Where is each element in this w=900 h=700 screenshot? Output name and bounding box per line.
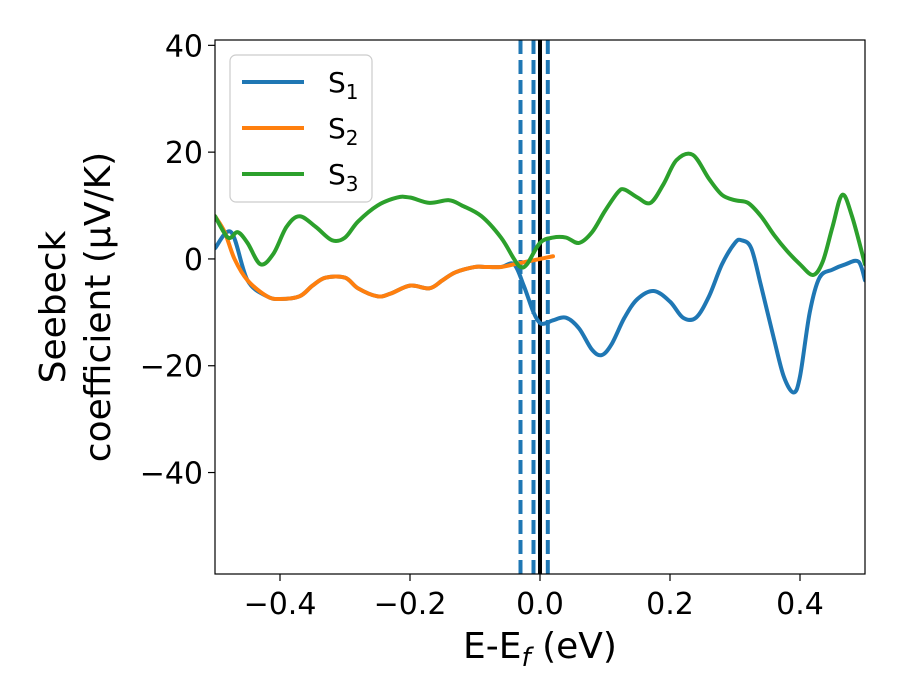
- y-tick-label: 40: [165, 29, 203, 64]
- series-group: [215, 151, 865, 395]
- x-tick-label: −0.2: [374, 587, 447, 622]
- legend-label-S3: S3: [328, 158, 359, 196]
- y-tick-label: −40: [140, 457, 203, 492]
- x-axis-label-main: E-E: [463, 626, 521, 667]
- y-tick-label: −20: [140, 350, 203, 385]
- legend-label-S1: S1: [328, 66, 359, 104]
- x-axis: −0.4 −0.2 0.0 0.2 0.4: [244, 574, 824, 622]
- y-tick-label: 20: [165, 136, 203, 171]
- y-axis-label: Seebeck coefficient (μV/K): [33, 152, 119, 462]
- x-tick-label: −0.4: [244, 587, 317, 622]
- x-tick-label: 0.0: [516, 587, 564, 622]
- y-axis-label-line2: coefficient (μV/K): [78, 152, 119, 462]
- series-line-S3: [215, 151, 865, 277]
- x-axis-label-unit: (eV): [531, 626, 617, 667]
- y-axis: 40 20 0 −20 −40: [140, 29, 215, 492]
- legend: S1 S2 S3: [229, 54, 373, 203]
- x-axis-label: E-Ef (eV): [463, 626, 617, 673]
- y-axis-label-line1: Seebeck: [33, 230, 74, 383]
- x-tick-label: 0.4: [776, 587, 824, 622]
- y-tick-label: 0: [184, 243, 203, 278]
- x-tick-label: 0.2: [646, 587, 694, 622]
- legend-label-S2: S2: [328, 112, 359, 150]
- series-line-S2: [215, 214, 555, 302]
- reference-lines: [518, 40, 550, 574]
